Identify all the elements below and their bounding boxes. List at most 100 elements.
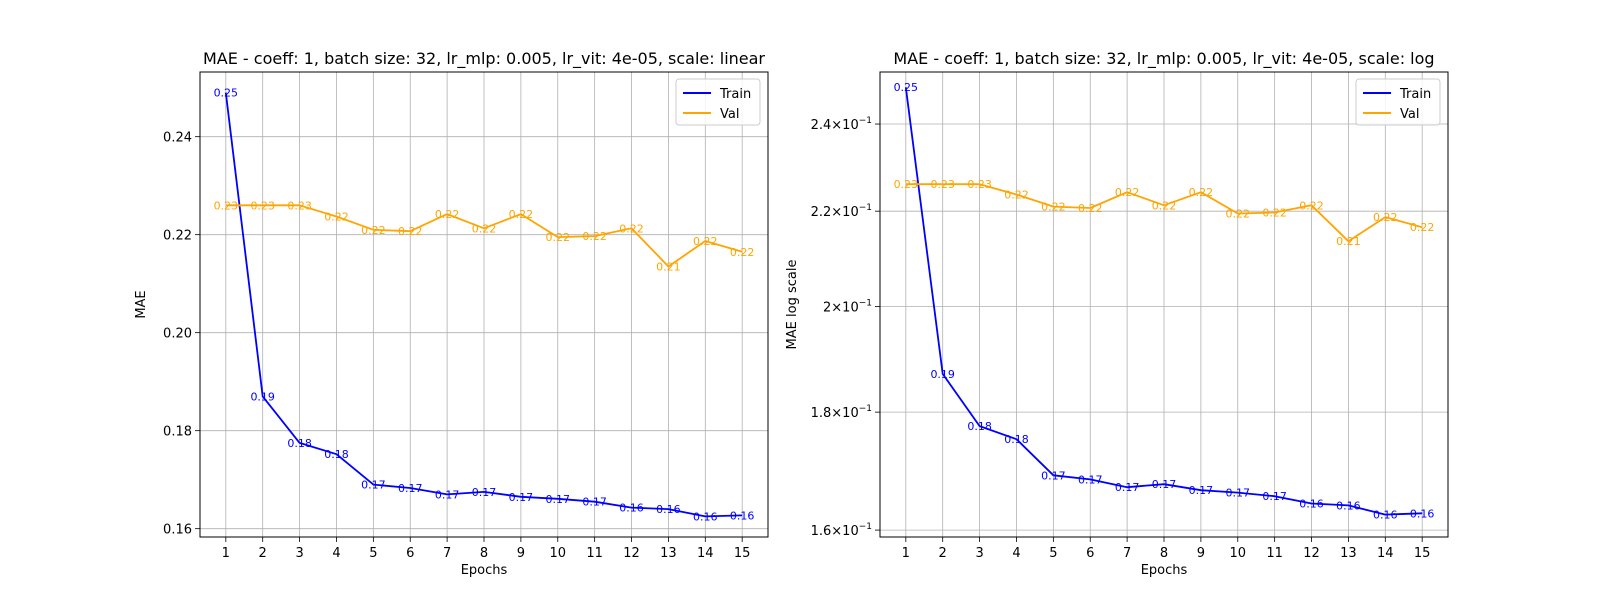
x-tick-label: 15: [1414, 546, 1431, 561]
data-label-val: 0.22: [324, 211, 349, 224]
y-tick-label: 1.6×10−1: [811, 522, 872, 539]
x-axis-label: Epochs: [461, 563, 508, 578]
x-tick-label: 11: [1266, 546, 1283, 561]
data-label-val: 0.22: [1226, 207, 1251, 220]
data-label-train: 0.17: [1189, 484, 1214, 497]
data-label-train: 0.17: [1115, 481, 1140, 494]
data-label-val: 0.22: [1152, 199, 1177, 212]
data-label-train: 0.18: [967, 420, 992, 433]
legend-label-train: Train: [719, 87, 751, 102]
data-label-train: 0.17: [398, 482, 423, 495]
x-tick-label: 13: [660, 546, 677, 561]
data-label-train: 0.19: [930, 368, 955, 381]
x-tick-label: 12: [623, 546, 640, 561]
data-label-val: 0.22: [1410, 221, 1435, 234]
y-tick-exponent: −1: [859, 522, 872, 532]
chart-panel-linear: 1 2 3 4 5 6 7 8 9 10 11 12 13 14 150.160.180.200.220.2…: [134, 49, 769, 578]
legend-box: [675, 78, 761, 126]
data-label-val: 0.22: [1078, 202, 1103, 215]
data-label-train: 0.17: [1226, 487, 1251, 500]
data-label-val: 0.22: [509, 208, 534, 221]
data-label-train: 0.18: [1004, 433, 1029, 446]
data-label-train: 0.18: [287, 437, 312, 450]
data-label-val: 0.23: [214, 199, 239, 212]
x-tick-label: 8: [1160, 546, 1168, 561]
data-label-train: 0.17: [546, 493, 571, 506]
x-tick-label: 13: [1340, 546, 1357, 561]
y-tick-label: 2.4×10−1: [811, 116, 872, 133]
x-tick-label: 5: [369, 546, 377, 561]
legend: Train Val: [675, 78, 761, 126]
x-tick-label: 9: [1197, 546, 1205, 561]
x-tick-label: 11: [586, 546, 603, 561]
data-label-train: 0.16: [730, 509, 755, 522]
y-tick-exponent: −1: [859, 404, 872, 414]
data-label-val: 0.21: [656, 261, 681, 274]
chart-panels: 1 2 3 4 5 6 7 8 9 10 11 12 13 14 150.160.180.200.220.2…: [134, 49, 1449, 578]
series-line-train: [224, 92, 743, 518]
data-label-train: 0.16: [619, 502, 644, 515]
data-label-train: 0.25: [214, 87, 239, 100]
x-tick-label: 15: [734, 546, 751, 561]
x-tick-label: 14: [697, 546, 714, 561]
y-tick-times: ×10: [831, 205, 858, 220]
x-tick-label: 5: [1049, 546, 1057, 561]
data-label-val: 0.22: [1262, 207, 1287, 220]
y-tick-times: ×10: [831, 118, 858, 133]
legend-label-train: Train: [1399, 87, 1431, 102]
y-tick-label: 2.2×10−1: [811, 203, 872, 220]
chart-panel-log: 1 2 3 4 5 6 7 8 9 10 11 12 13 14 151.6×10−11.8×10−12×1…: [785, 49, 1449, 578]
data-label-val: 0.22: [1299, 199, 1324, 212]
x-tick-label: 3: [295, 546, 303, 561]
data-label-train: 0.19: [250, 390, 275, 403]
data-label-val: 0.23: [894, 178, 919, 191]
x-tick-label: 2: [939, 546, 947, 561]
y-tick-times: ×10: [831, 301, 858, 316]
data-label-val: 0.22: [582, 230, 607, 243]
data-label-val: 0.22: [435, 208, 460, 221]
x-tick-label: 7: [443, 546, 451, 561]
y-tick-label: 0.16: [163, 523, 192, 538]
data-label-val: 0.23: [930, 178, 955, 191]
y-tick-label: 0.20: [163, 327, 192, 342]
data-label-val: 0.22: [472, 222, 497, 235]
data-label-val: 0.23: [287, 199, 312, 212]
data-label-val: 0.22: [1189, 186, 1214, 199]
x-tick-label: 4: [1012, 546, 1020, 561]
y-tick-exponent: −1: [859, 299, 872, 309]
data-label-train: 0.17: [435, 488, 460, 501]
x-tick-label: 3: [975, 546, 983, 561]
data-label-train: 0.16: [1299, 498, 1324, 511]
y-tick-times: ×10: [831, 524, 858, 539]
data-label-val: 0.22: [730, 246, 755, 259]
series-line-val: [905, 183, 1423, 243]
data-label-train: 0.18: [324, 448, 349, 461]
data-label-val: 0.23: [250, 199, 275, 212]
x-tick-label: 8: [480, 546, 488, 561]
legend-label-val: Val: [1400, 107, 1419, 122]
axes-frame: [879, 71, 1449, 538]
data-label-val: 0.22: [546, 231, 571, 244]
data-label-val: 0.22: [1373, 211, 1398, 224]
x-tick-label: 10: [549, 546, 566, 561]
data-label-val: 0.21: [1336, 235, 1361, 248]
chart-title: MAE - coeff: 1, batch size: 32, lr_mlp: …: [203, 49, 765, 69]
y-tick-mantissa: 2: [823, 301, 831, 316]
x-tick-label: 6: [1086, 546, 1094, 561]
series-line-train: [904, 87, 1423, 516]
y-tick-mantissa: 2.2: [811, 205, 832, 220]
data-label-val: 0.22: [361, 224, 386, 237]
x-tick-label: 6: [406, 546, 414, 561]
y-tick-mantissa: 1.6: [811, 524, 832, 539]
y-axis-label: MAE: [134, 290, 149, 318]
x-tick-label: 2: [259, 546, 267, 561]
data-label-train: 0.17: [1041, 469, 1066, 482]
data-label-train: 0.17: [582, 496, 607, 509]
y-tick-label: 0.24: [163, 131, 192, 146]
y-tick-label: 2×10−1: [823, 299, 872, 316]
y-tick-label: 0.22: [163, 229, 192, 244]
axes-frame: [199, 71, 769, 538]
y-tick-label: 0.18: [163, 425, 192, 440]
x-axis-label: Epochs: [1141, 563, 1188, 578]
